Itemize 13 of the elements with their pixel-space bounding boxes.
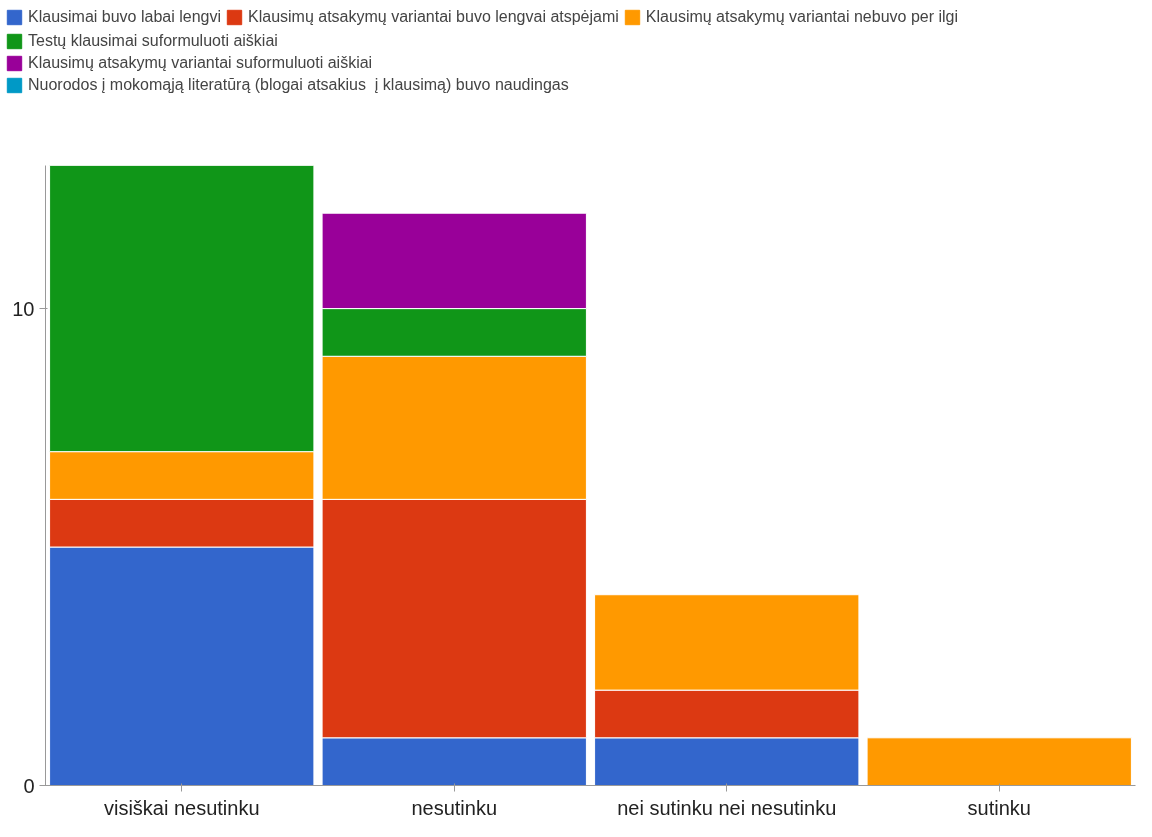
legend-label: Klausimų atsakymų variantai nebuvo per ilgi — [645, 8, 959, 26]
x-tick-label: sutinku — [967, 796, 1031, 819]
bar — [866, 737, 1132, 786]
legend-label: Nuorodos į mokomąją literatūrą (blogai atsakius į klausimą) buvo naudingas — [28, 76, 569, 94]
legend-label: Klausimų atsakymų variantai buvo lengvai atspėjami — [248, 8, 619, 26]
legend-label: Klausimai buvo labai lengvi — [28, 8, 221, 26]
x-tick-label: visiškai nesutinku — [103, 796, 260, 819]
x-tick-label: nesutinku — [411, 796, 498, 819]
y-tick-label: 0 — [23, 774, 35, 797]
legend-label: Klausimų atsakymų variantai suformuluoti aiškiai — [28, 54, 373, 72]
x-tick-label: nei sutinku nei nesutinku — [617, 796, 837, 819]
y-tick-label: 10 — [12, 297, 35, 320]
legend-label: Testų klausimai suformuluoti aiškiai — [28, 32, 278, 50]
